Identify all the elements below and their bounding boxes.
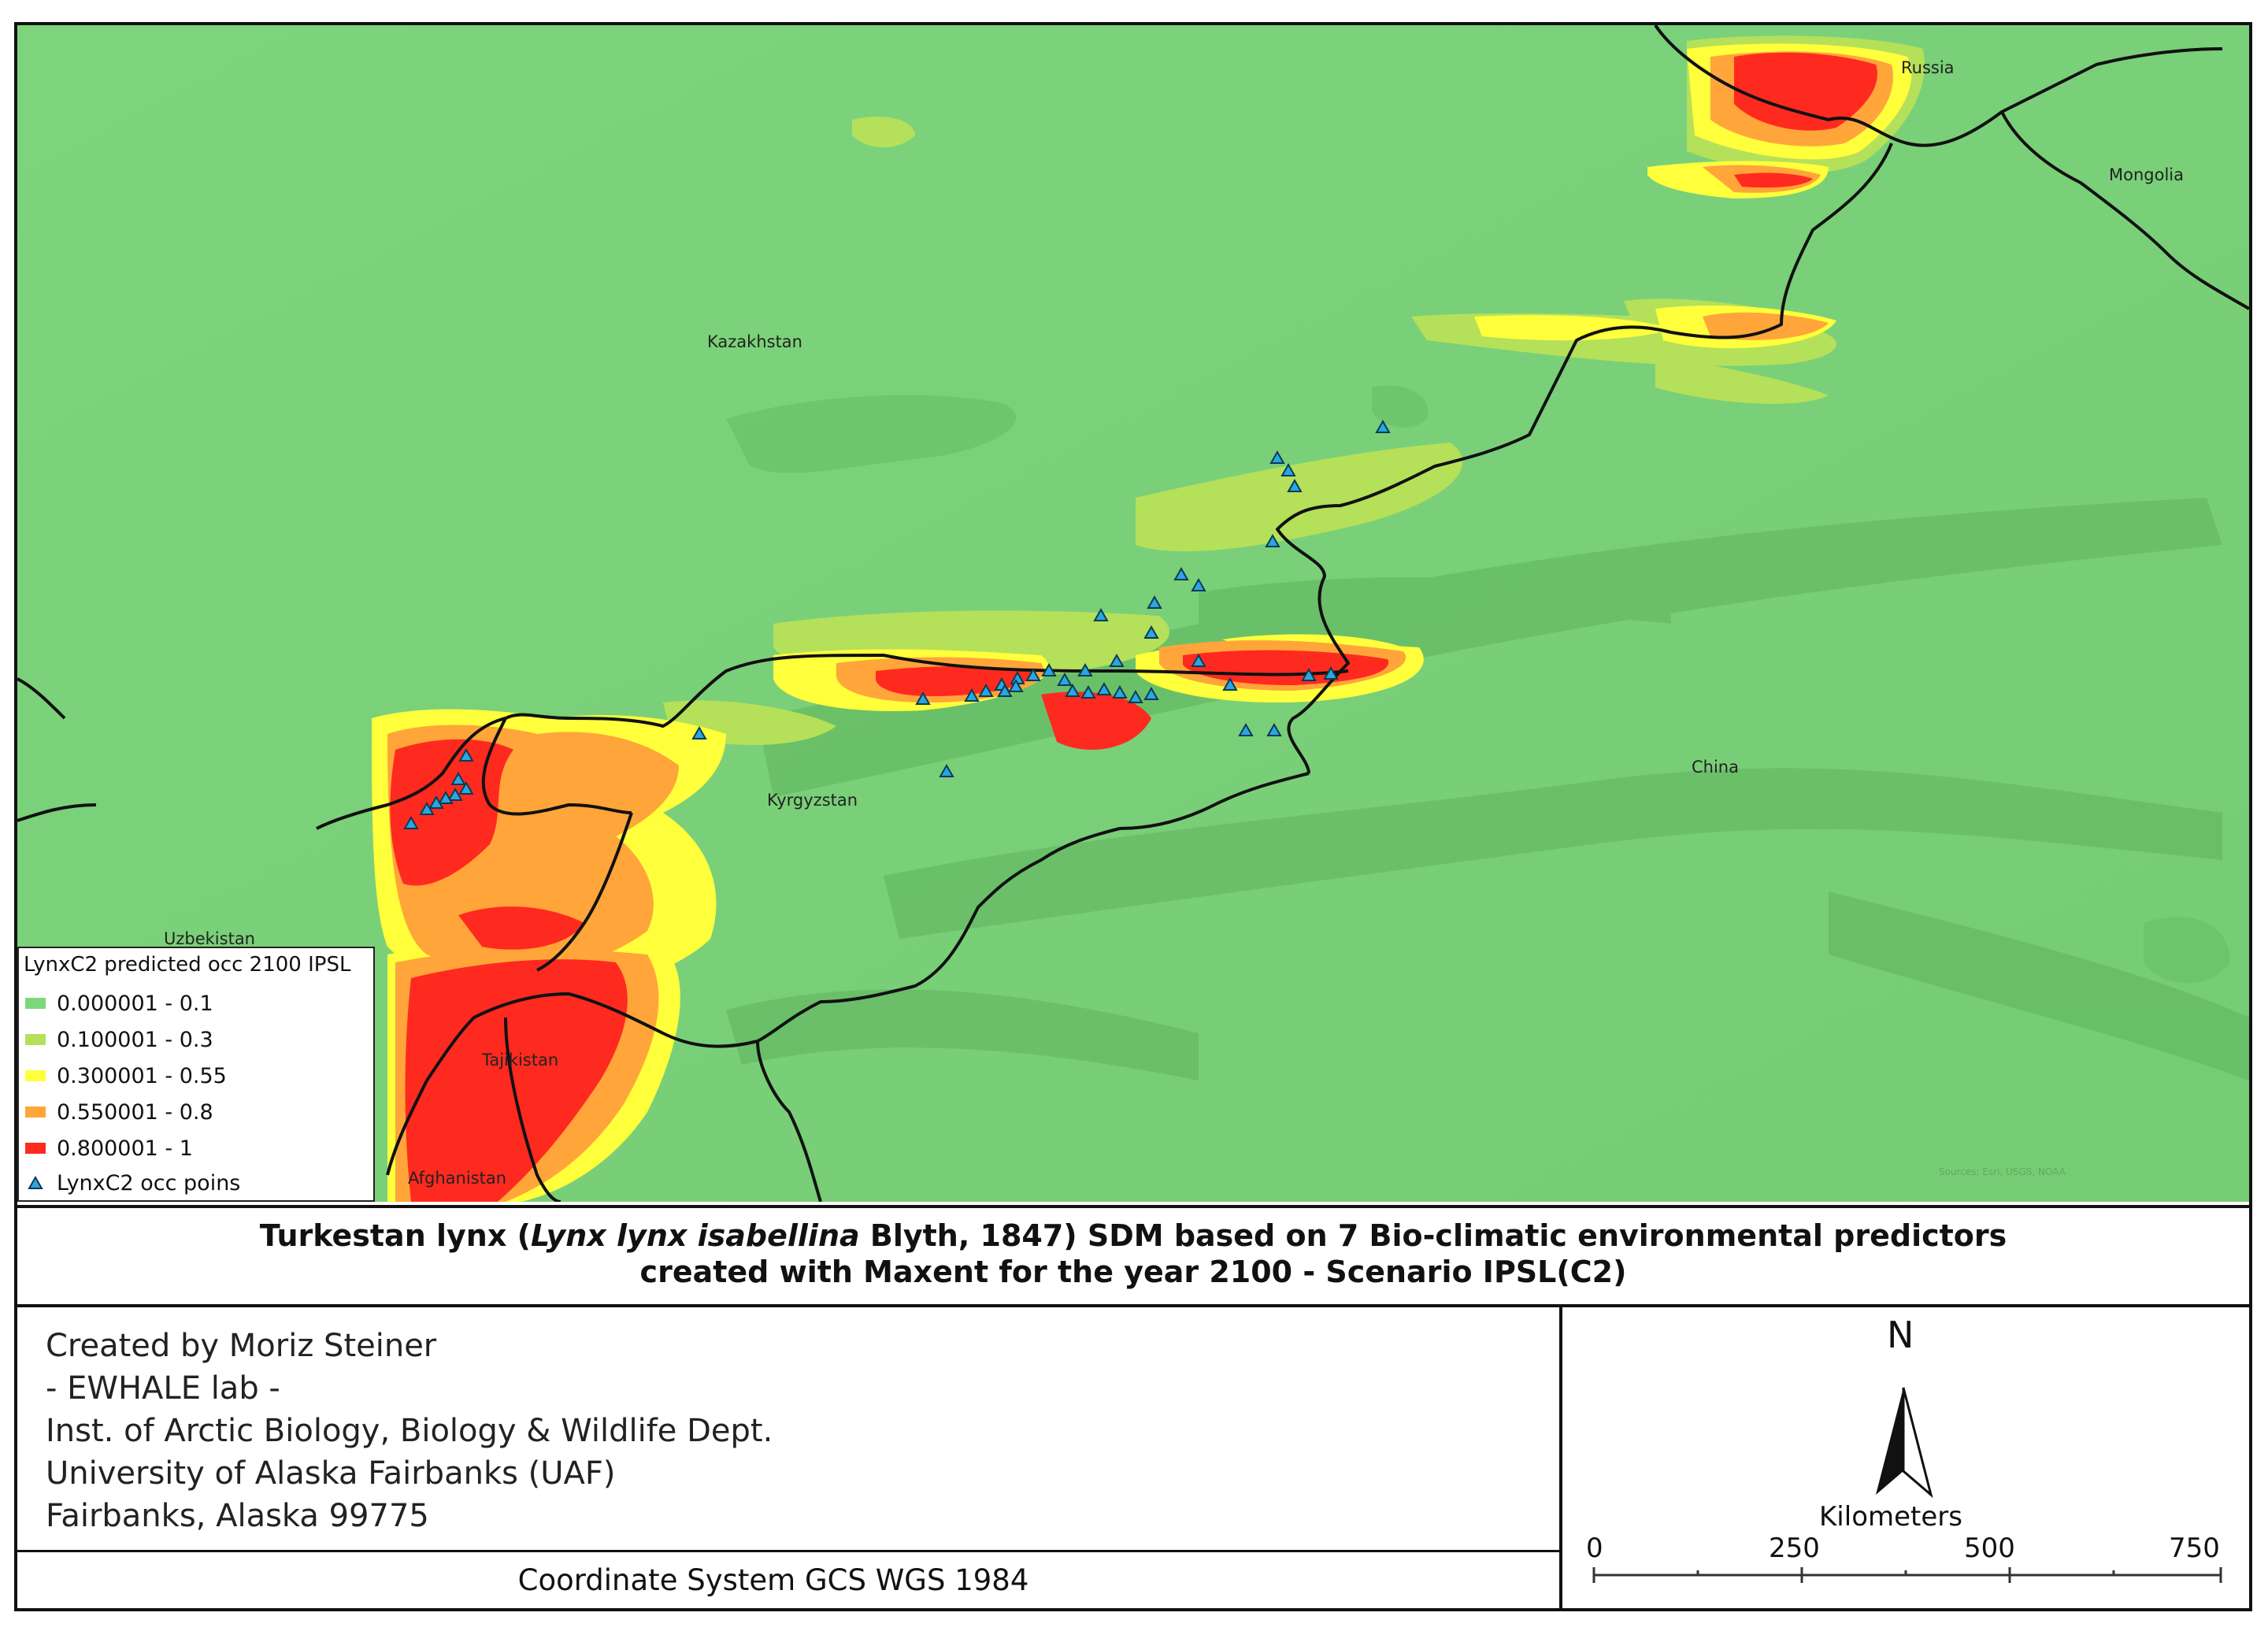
legend-item: 0.000001 - 0.1 — [25, 986, 213, 1021]
legend-swatch — [25, 1034, 46, 1045]
label-china: China — [1692, 758, 1739, 777]
legend-label: 0.300001 - 0.55 — [57, 1063, 227, 1088]
legend-label: 0.550001 - 0.8 — [57, 1099, 213, 1125]
scale-tick-label: 500 — [1964, 1533, 2015, 1564]
legend-swatch — [25, 1070, 46, 1081]
scale-tick-label: 0 — [1586, 1533, 1603, 1564]
country-borders — [17, 25, 2249, 1202]
label-kyrgyzstan: Kyrgyzstan — [767, 791, 858, 810]
label-kazakhstan: Kazakhstan — [707, 332, 802, 351]
map-legend: LynxC2 predicted occ 2100 IPSL 0.000001 … — [17, 947, 375, 1202]
label-uzbekistan: Uzbekistan — [164, 929, 255, 948]
north-arrow-icon — [1876, 1387, 1933, 1499]
label-russia: Russia — [1901, 58, 1955, 77]
credit-line: - EWHALE lab - — [46, 1370, 280, 1407]
legend-swatch — [25, 1106, 46, 1118]
map-canvas: Sources: Esri, USGS, NOAA — [17, 25, 2249, 1202]
title-suffix: Blyth, 1847) SDM based on 7 Bio-climatic… — [859, 1218, 2007, 1253]
terrain-shading — [726, 498, 2249, 1081]
legend-title: LynxC2 predicted occ 2100 IPSL — [24, 953, 351, 977]
map-attribution: Sources: Esri, USGS, NOAA — [1939, 1166, 2066, 1177]
scale-tick-label: 750 — [2169, 1533, 2220, 1564]
legend-label: 0.100001 - 0.3 — [57, 1027, 213, 1052]
scale-tick-label: 250 — [1769, 1533, 1820, 1564]
panel-divider — [1559, 1307, 1562, 1608]
credit-line: Inst. of Arctic Biology, Biology & Wildl… — [46, 1413, 773, 1449]
label-mongolia: Mongolia — [2109, 165, 2184, 184]
legend-swatch — [25, 998, 46, 1009]
credit-line: Created by Moriz Steiner — [46, 1328, 437, 1364]
north-label: N — [1887, 1314, 1914, 1356]
label-tajikistan: Tajikistan — [482, 1051, 559, 1069]
legend-label: 0.800001 - 1 — [57, 1136, 193, 1161]
legend-item: 0.100001 - 0.3 — [25, 1022, 213, 1057]
credits-panel: Created by Moriz Steiner - EWHALE lab - … — [17, 1307, 1561, 1608]
legend-label: LynxC2 occ poins — [57, 1170, 241, 1195]
map-title: Turkestan lynx (Lynx lynx isabellina Bly… — [17, 1205, 2249, 1307]
coordinate-system-box: Coordinate System GCS WGS 1984 — [17, 1550, 1561, 1608]
occurrence-points — [403, 419, 1391, 829]
legend-label: 0.000001 - 0.1 — [57, 991, 213, 1016]
scale-bar — [1592, 1567, 2222, 1583]
title-species-name: Lynx lynx isabellina — [530, 1218, 860, 1253]
map-panel[interactable]: Sources: Esri, USGS, NOAA Russia Mongoli… — [17, 25, 2249, 1202]
title-prefix: Turkestan lynx ( — [259, 1218, 531, 1253]
title-line-2: created with Maxent for the year 2100 - … — [639, 1255, 1627, 1289]
triangle-icon — [25, 1175, 46, 1191]
coordinate-system-label: Coordinate System GCS WGS 1984 — [517, 1563, 1029, 1597]
credit-line: University of Alaska Fairbanks (UAF) — [46, 1455, 616, 1492]
legend-item: LynxC2 occ poins — [25, 1166, 240, 1200]
label-afghanistan: Afghanistan — [408, 1169, 507, 1188]
scale-title: Kilometers — [1819, 1501, 1962, 1533]
title-line-1: Turkestan lynx (Lynx lynx isabellina Bly… — [17, 1218, 2249, 1254]
credit-line: Fairbanks, Alaska 99775 — [46, 1498, 429, 1534]
legend-item: 0.550001 - 0.8 — [25, 1095, 213, 1129]
legend-swatch — [25, 1143, 46, 1154]
legend-item: 0.800001 - 1 — [25, 1131, 193, 1166]
legend-item: 0.300001 - 0.55 — [25, 1058, 227, 1093]
